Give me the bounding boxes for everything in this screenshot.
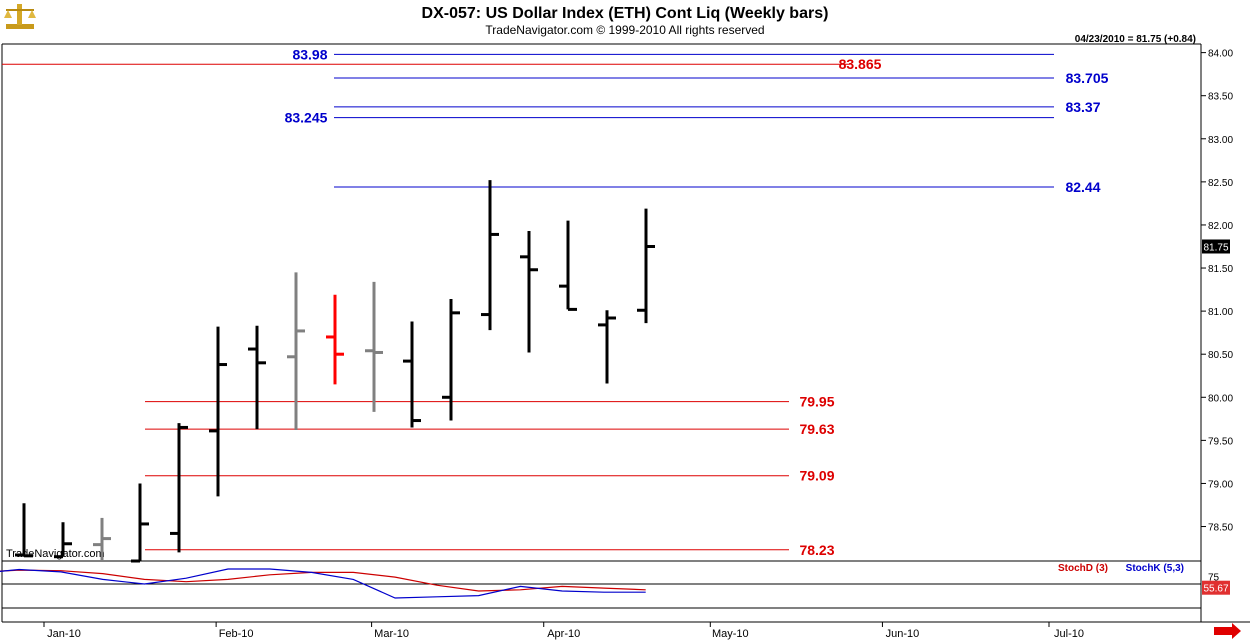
y-tick-label: 80.50 [1208,350,1233,361]
chart-subtitle: TradeNavigator.com © 1999-2010 All right… [485,23,764,37]
ohlc-bar [15,503,33,558]
stoch-layer [0,568,646,599]
y-tick-label: 83.50 [1208,92,1233,103]
y-tick-label: 78.50 [1208,523,1233,534]
y-tick-label: 82.00 [1208,221,1233,232]
level-label: 83.865 [839,56,882,72]
ohlc-bar [520,230,538,353]
x-tick-label: Jun-10 [886,628,920,640]
y-tick-label: 81.00 [1208,307,1233,318]
y-tick-label: 81.50 [1208,264,1233,275]
ohlc-bar [442,299,460,421]
ohlc-bar [637,208,655,324]
y-tick-label: 84.00 [1208,49,1233,60]
y-tick-label: 79.50 [1208,436,1233,447]
level-label: 83.705 [1066,70,1109,86]
ohlc-bar [170,423,188,553]
y-tick-label: 82.50 [1208,178,1233,189]
stoch-value-label: 55.67 [1203,584,1228,595]
ohlc-bar [559,220,577,311]
x-tick-label: Jul-10 [1054,628,1084,640]
x-tick-label: Apr-10 [547,628,580,640]
chart-title: DX-057: US Dollar Index (ETH) Cont Liq (… [422,5,829,22]
legend-stochk: StochK (5,3) [1126,563,1184,574]
last-price-label: 81.75 [1203,242,1228,253]
ohlc-bar [248,325,266,430]
y-tick-label: 80.00 [1208,393,1233,404]
ohlc-bar [365,281,383,412]
level-label: 79.95 [799,394,834,410]
ohlc-bar [287,272,305,431]
x-tick-label: Jan-10 [47,628,81,640]
last-info: 04/23/2010 = 81.75 (+0.84) [1075,34,1196,45]
level-label: 83.245 [285,110,328,126]
last-price-tag [1202,239,1230,254]
level-label: 82.44 [1065,179,1100,195]
ohlc-bar [93,517,111,561]
level-label: 79.63 [799,421,834,437]
axis-layer: 84.00 83.50 83.00 82.50 82.00 81.50 81.00 80.50… [43,49,1233,640]
level-label: 83.37 [1065,99,1100,115]
scales-icon [4,4,36,29]
ohlc-bar [481,180,499,331]
y-tick-label: 83.00 [1208,135,1233,146]
x-tick-label: Feb-10 [219,628,254,640]
ohlc-bar [403,321,421,428]
y-tick-label: 79.00 [1208,479,1233,490]
level-label: 79.09 [799,468,834,484]
x-tick-label: Mar-10 [374,628,409,640]
level-layer: 83.98 83.865 83.705 83.37 83.245 82.44 79.95 79… [2,46,1109,558]
stoch-tick-label: 75 [1208,573,1220,584]
ohlc-bar [131,483,149,563]
level-label: 78.23 [799,542,834,558]
stochk-line [0,568,646,599]
ohlc-bar [54,522,72,559]
level-label: 83.98 [292,46,327,62]
bar-layer [15,180,655,563]
ohlc-bar [598,310,616,384]
right-arrow-icon[interactable] [1214,623,1241,639]
stoch-value-tag [1202,580,1230,595]
x-tick-label: May-10 [712,628,749,640]
ohlc-bar [209,326,227,497]
ohlc-bar [326,294,344,385]
legend-stochd: StochD (3) [1058,563,1108,574]
